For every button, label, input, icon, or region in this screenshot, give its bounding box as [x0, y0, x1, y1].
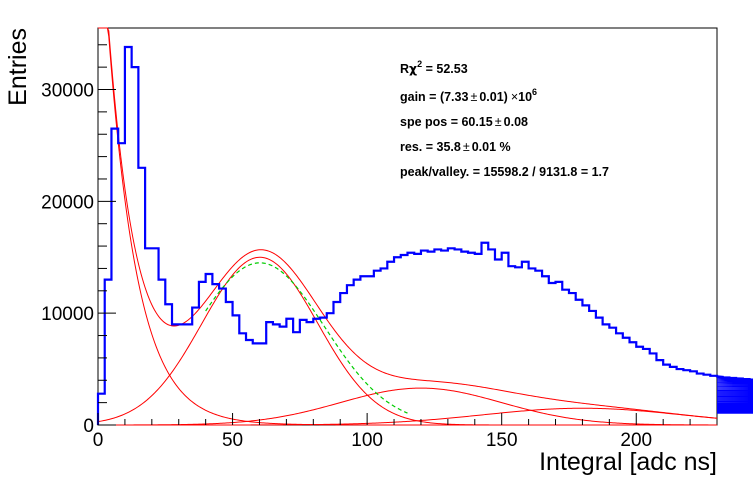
fit-curve-single-photoelectron	[97, 256, 717, 426]
stat-resolution: res. = 35.8 ±0.01 %	[400, 140, 511, 154]
data-histogram	[96, 45, 753, 425]
stat-chi2: Rχ2 = 52.53	[400, 59, 468, 76]
x-tick-label: 0	[93, 430, 104, 451]
fit-curve-single-pe-gaussian-fit	[205, 262, 408, 414]
x-tick-label: 150	[486, 430, 518, 451]
y-tick-label: 30000	[41, 81, 94, 102]
y-tick-label: 0	[83, 416, 94, 437]
x-tick-label: 200	[620, 430, 652, 451]
fit-curves	[97, 27, 718, 426]
y-tick-label: 10000	[41, 304, 94, 325]
y-tick-label: 20000	[41, 192, 94, 213]
x-axis-title: Integral [adc ns]	[539, 448, 717, 476]
axes: 0 50 100 150 200 0 10000 20000 30000	[41, 44, 691, 451]
fit-statistics: Rχ2 = 52.53 gain = (7.33 ±0.01) ×106 spe p…	[400, 59, 609, 179]
fit-curve-double-photoelectron	[98, 387, 718, 426]
stat-spe-pos: spe pos = 60.15 ±0.08	[400, 115, 528, 129]
fit-curve-total-fit	[98, 27, 718, 419]
x-tick-label: 50	[222, 430, 243, 451]
plot-frame	[97, 27, 718, 426]
stat-gain: gain = (7.33 ±0.01) ×106	[400, 87, 537, 104]
fit-curve-triple-photoelectron	[98, 407, 718, 426]
y-axis-title: Entries	[4, 28, 32, 106]
x-tick-label: 100	[351, 430, 383, 451]
stat-peak-valley: peak/valley. = 15598.2 / 9131.8 = 1.7	[400, 165, 609, 179]
